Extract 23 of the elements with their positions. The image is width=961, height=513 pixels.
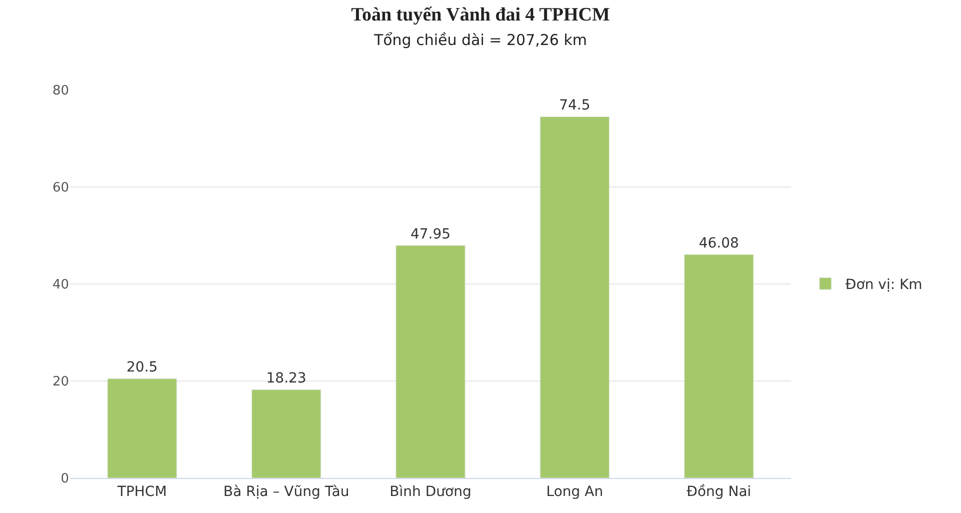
y-tick-label: 20 [52,374,69,390]
y-tick-label: 0 [60,472,69,487]
x-tick-label: TPHCM [116,484,167,500]
bar [684,254,754,478]
data-label: 46.08 [698,236,739,252]
data-label: 20.5 [126,360,158,376]
data-label: 18.23 [266,370,306,387]
legend-label: Đơn vị: Km [845,277,922,294]
x-tick-label: Long An [546,484,604,500]
y-tick-label: 80 [52,84,69,99]
y-tick-label: 60 [52,180,69,196]
x-tick-label: Bà Rịa – Vũng Tàu [223,484,350,500]
x-tick-label: Bình Dương [390,484,472,500]
bar [251,389,322,478]
chart-subtitle: Tổng chiều dài = 207,26 km [372,31,588,50]
data-label: 47.95 [410,226,451,242]
bar [107,378,177,478]
bar [540,116,610,478]
chart-title: Toàn tuyến Vành đai 4 TPHCM [351,4,610,26]
y-tick-label: 40 [52,278,69,293]
data-label: 74.5 [559,98,590,114]
x-tick-label: Đồng Nai [686,484,752,500]
bar [396,245,466,478]
